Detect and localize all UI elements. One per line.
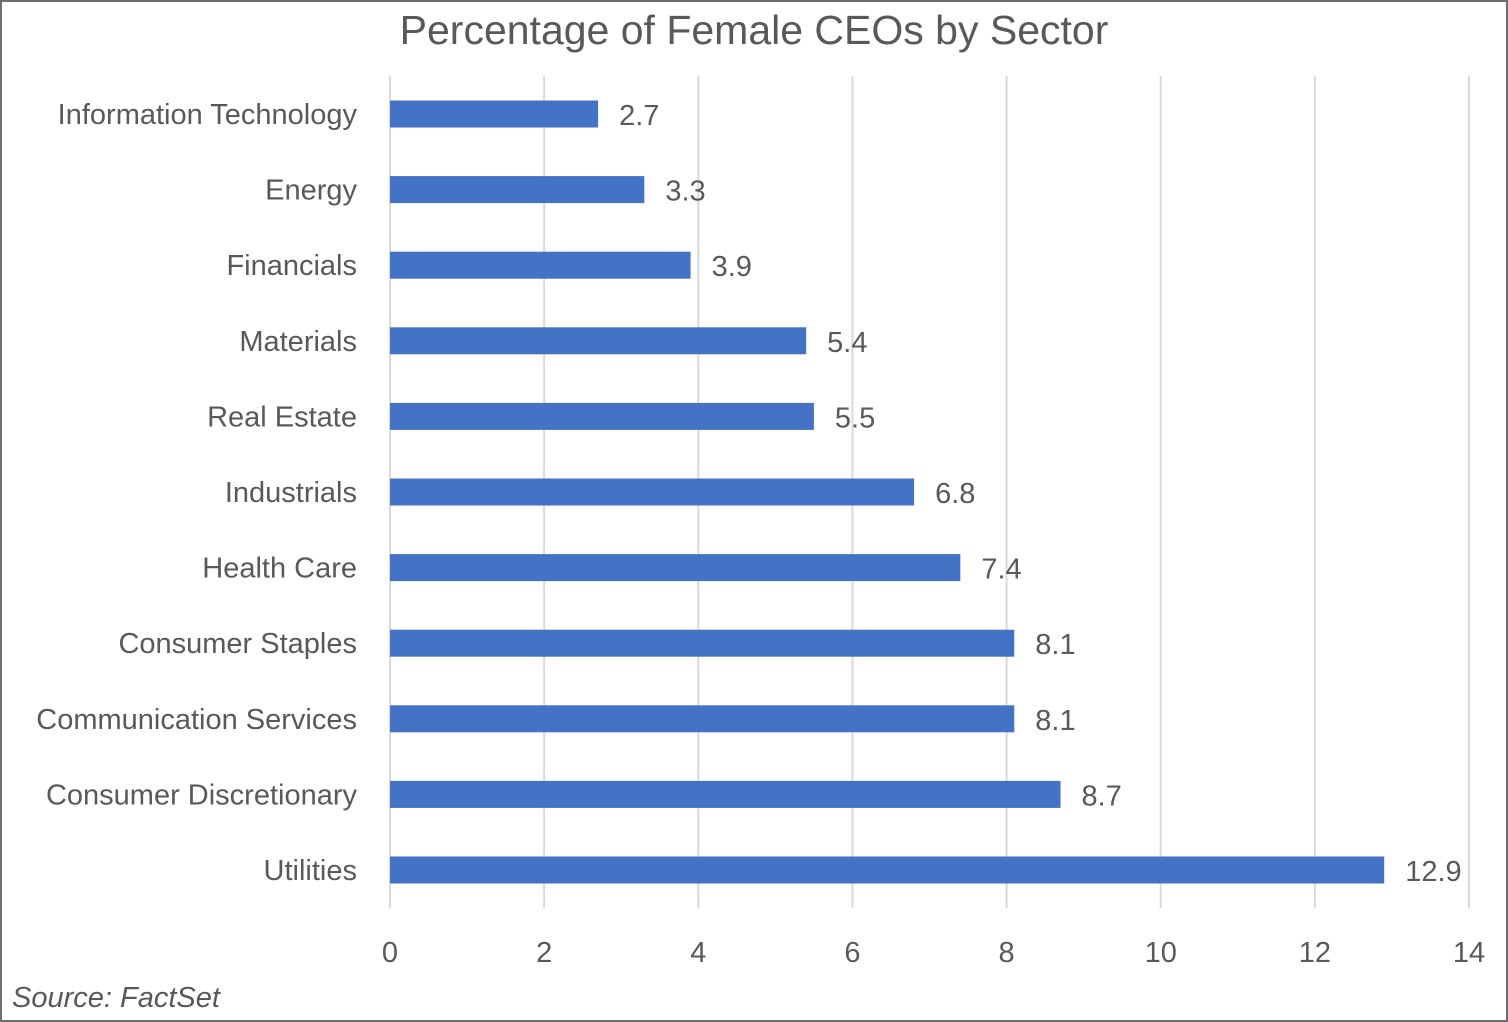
value-label-7: 8.1 — [1035, 629, 1075, 661]
category-label-6: Health Care — [202, 553, 357, 585]
value-label-3: 5.4 — [827, 327, 867, 359]
bar-7 — [390, 629, 1015, 657]
category-labels: Information Technology Energy Financials Ma… — [36, 99, 357, 887]
category-label-2: Financials — [226, 250, 357, 282]
bar-9 — [390, 780, 1061, 808]
category-label-10: Utilities — [264, 855, 357, 887]
source-note: Source: FactSet — [12, 982, 220, 1014]
x-tick-label-0: 0 — [382, 937, 398, 969]
value-label-0: 2.7 — [619, 100, 659, 132]
value-label-8: 8.1 — [1035, 705, 1075, 737]
bar-5 — [390, 478, 915, 506]
x-axis-tick-labels: 0 2 4 6 8 10 12 14 — [382, 937, 1485, 969]
bar-4 — [390, 402, 814, 430]
chart-title: Percentage of Female CEOs by Sector — [399, 7, 1109, 53]
category-label-0: Information Technology — [58, 99, 358, 131]
bar-3 — [390, 327, 807, 355]
x-tick-label-7: 14 — [1453, 937, 1485, 969]
category-label-5: Industrials — [225, 477, 357, 509]
bar-8 — [390, 705, 1015, 733]
bar-10 — [390, 856, 1385, 884]
value-label-9: 8.7 — [1082, 780, 1122, 812]
value-label-2: 3.9 — [712, 251, 752, 283]
category-label-4: Real Estate — [207, 401, 357, 433]
bars — [390, 100, 1385, 884]
bar-6 — [390, 554, 961, 582]
x-tick-label-1: 2 — [536, 937, 552, 969]
x-tick-label-5: 10 — [1145, 937, 1177, 969]
bar-2 — [390, 251, 691, 279]
value-label-4: 5.5 — [835, 402, 875, 434]
category-label-3: Materials — [239, 326, 357, 358]
bar-1 — [390, 176, 645, 204]
x-tick-label-4: 8 — [999, 937, 1015, 969]
value-label-5: 6.8 — [935, 478, 975, 510]
category-label-7: Consumer Staples — [118, 628, 357, 660]
category-label-9: Consumer Discretionary — [46, 779, 358, 811]
category-label-1: Energy — [265, 175, 357, 207]
category-label-8: Communication Services — [36, 704, 357, 736]
value-label-1: 3.3 — [665, 176, 705, 208]
value-label-6: 7.4 — [981, 554, 1021, 586]
value-label-10: 12.9 — [1405, 856, 1461, 888]
x-tick-label-2: 4 — [690, 937, 706, 969]
x-tick-label-3: 6 — [844, 937, 860, 969]
bar-0 — [390, 100, 599, 128]
x-tick-label-6: 12 — [1299, 937, 1331, 969]
value-labels: 2.7 3.3 3.9 5.4 5.5 6.8 7.4 8.1 8.1 8.7 12.9 — [619, 100, 1462, 888]
